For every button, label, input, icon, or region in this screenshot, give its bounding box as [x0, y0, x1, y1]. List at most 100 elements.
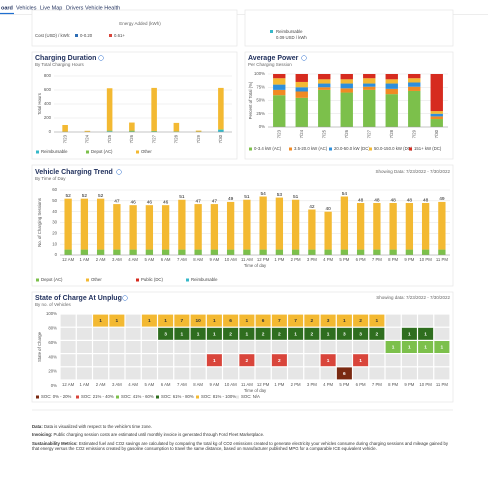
heat-cell [255, 327, 271, 340]
legend-swatch [196, 395, 199, 399]
total-label: 48 [358, 197, 364, 203]
bar-segment [129, 249, 137, 255]
empty-cell [206, 367, 222, 380]
charging-duration-card [31, 51, 238, 160]
legend-label: 3.5-20.0 kW (AC) [294, 146, 328, 151]
x-tick-label: 6 PM [356, 382, 366, 387]
nav-item: Vehicles [16, 5, 37, 11]
x-tick-label: 6 AM [161, 257, 171, 262]
empty-cell [60, 327, 76, 340]
note-text: Public charging session costs are estima… [53, 432, 265, 438]
bar-segment [385, 83, 398, 89]
empty-cell [385, 354, 401, 367]
x-tick-label: 10 AM [225, 257, 238, 262]
heat-cell [271, 354, 287, 367]
bar-segment [218, 129, 224, 130]
empty-cell [206, 341, 222, 353]
empty-cell [320, 341, 336, 353]
cell-label: 1 [246, 331, 249, 337]
bar-segment [430, 74, 443, 112]
cell-label: 2 [359, 318, 362, 324]
heat-cell [369, 327, 385, 340]
x-tick-label: 11 PM [436, 257, 449, 262]
empty-cell [434, 314, 450, 327]
total-label: 48 [407, 197, 413, 203]
x-tick-label: 4 PM [323, 382, 333, 387]
legend-swatch [156, 395, 159, 399]
empty-cell [60, 314, 76, 327]
legend-swatch [136, 150, 139, 154]
cell-label: 3 [359, 331, 362, 337]
bar-segment [363, 89, 376, 127]
y-tick-label: 40% [48, 354, 57, 359]
x-tick-label: 9 PM [404, 257, 414, 262]
total-label: 47 [195, 198, 201, 204]
bar-segment [161, 205, 170, 250]
notes: Data: Data is visualized with respect to… [32, 424, 452, 455]
heat-cell [320, 314, 336, 327]
bar-segment [275, 197, 284, 250]
info-icon [122, 295, 128, 301]
empty-cell [60, 367, 76, 380]
y-tick-label: 400 [44, 101, 52, 106]
bar-segment [226, 249, 235, 255]
bar-segment [408, 78, 421, 83]
empty-cell [434, 367, 450, 380]
total-label: 52 [98, 193, 104, 199]
empty-cell [304, 354, 320, 367]
empty-cell [255, 341, 271, 353]
bar-segment [210, 204, 219, 250]
bar-segment [273, 78, 286, 85]
empty-cell [434, 327, 450, 340]
empty-cell [76, 314, 92, 327]
legend-label: 0-0.20 [80, 33, 93, 38]
note-label: Data: [32, 424, 43, 429]
bar-segment [405, 249, 414, 255]
bar-segment [340, 79, 353, 84]
x-tick-label: 3 AM [112, 257, 122, 262]
info-icon [116, 169, 122, 175]
bar-segment [308, 209, 316, 250]
total-label: 48 [390, 197, 396, 203]
empty-cell [418, 367, 434, 380]
bar-segment [145, 249, 154, 255]
total-label: 54 [260, 191, 266, 197]
bar-segment [195, 130, 202, 132]
heat-cell [401, 327, 417, 340]
heat-cell [271, 327, 287, 340]
y-tick-label: 60% [48, 340, 57, 345]
heat-cell [353, 327, 369, 340]
empty-cell [109, 354, 125, 367]
total-label: 51 [293, 194, 299, 200]
empty-cell [158, 367, 174, 380]
bar-segment [421, 203, 430, 250]
bar-segment [430, 116, 443, 120]
cell-label: 1 [441, 345, 444, 351]
x-tick-label: 11 AM [241, 382, 253, 387]
x-tick-label: 7/30 [218, 134, 223, 143]
x-tick-label: 6 PM [356, 257, 366, 262]
bar-segment [273, 89, 286, 96]
legend-swatch [116, 395, 119, 399]
x-tick-label: 10 AM [225, 382, 238, 387]
y-axis-title: Percent of Total (%) [248, 81, 253, 119]
cell-label: 1 [181, 331, 184, 337]
legend-swatch [36, 278, 39, 282]
x-tick-label: 11 AM [241, 257, 253, 262]
y-tick-label: 80% [48, 326, 57, 331]
bar-segment [363, 74, 376, 79]
empty-cell [60, 341, 76, 353]
total-label: 46 [147, 199, 153, 205]
empty-cell [109, 327, 125, 340]
y-tick-label: 100% [46, 311, 57, 316]
total-label: 49 [228, 196, 234, 202]
heat-cell [141, 314, 157, 327]
x-tick-label: 7 PM [372, 382, 382, 387]
empty-cell [93, 327, 109, 340]
cell-label: 1 [213, 358, 216, 364]
bar-segment [243, 249, 251, 255]
heat-cell [353, 354, 369, 367]
bar-segment [385, 74, 398, 80]
bar-segment [389, 203, 397, 250]
empty-cell [239, 367, 255, 380]
